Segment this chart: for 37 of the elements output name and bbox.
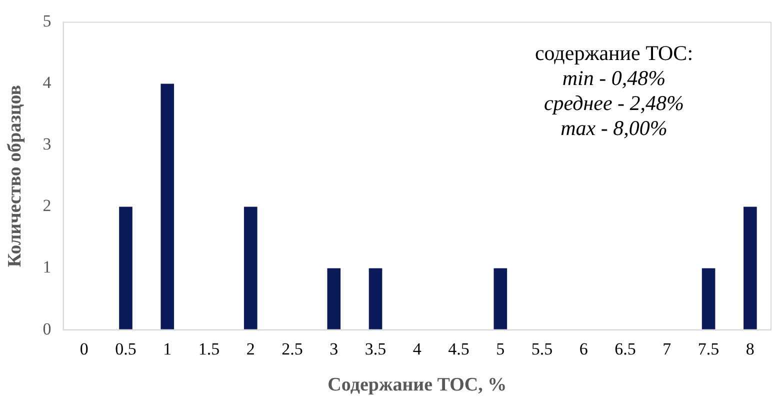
x-tick-label: 4	[412, 339, 422, 358]
x-tick-label: 0	[80, 339, 88, 358]
annotation: содержание TOC:	[534, 41, 694, 66]
bar	[160, 84, 174, 330]
x-tick-label: 1.5	[198, 339, 220, 358]
x-tick-label: 5.5	[531, 339, 553, 358]
y-tick-label: 2	[42, 196, 52, 216]
x-tick-label: 6.5	[614, 339, 636, 358]
annotation: среднее - 2,48%	[544, 91, 684, 116]
x-tick-label: 6	[579, 339, 588, 358]
y-tick-label: 3	[42, 134, 52, 154]
y-tick-label: 5	[42, 12, 52, 31]
bar	[368, 268, 382, 330]
annotation: min - 0,48%	[562, 66, 666, 90]
y-tick-label: 0	[42, 319, 52, 338]
bar	[244, 206, 258, 330]
x-tick-label: 5	[496, 339, 505, 358]
bar	[744, 206, 757, 330]
x-tick-label: 7.5	[698, 339, 720, 358]
y-tick-label: 4	[42, 73, 52, 92]
bar	[327, 268, 341, 330]
x-tick-label: 3	[330, 339, 338, 358]
x-tick-label: 1	[163, 339, 172, 358]
x-tick-label: 0.5	[115, 339, 136, 358]
x-tick-label: 2	[246, 339, 255, 358]
bar	[494, 268, 508, 330]
x-tick-label: 4.5	[448, 339, 470, 358]
x-axis-title: Содержание TOC, %	[328, 374, 507, 396]
bar	[702, 268, 716, 330]
x-tick-label: 2.5	[282, 339, 303, 358]
bar	[119, 206, 132, 330]
x-tick-label: 8	[746, 339, 754, 358]
y-tick-label: 1	[42, 258, 52, 277]
x-tick-label: 7	[662, 339, 672, 358]
annotation: max - 8,00%	[560, 116, 668, 140]
y-axis-title: Количество образцов	[4, 84, 26, 268]
x-tick-label: 3.5	[364, 339, 386, 358]
